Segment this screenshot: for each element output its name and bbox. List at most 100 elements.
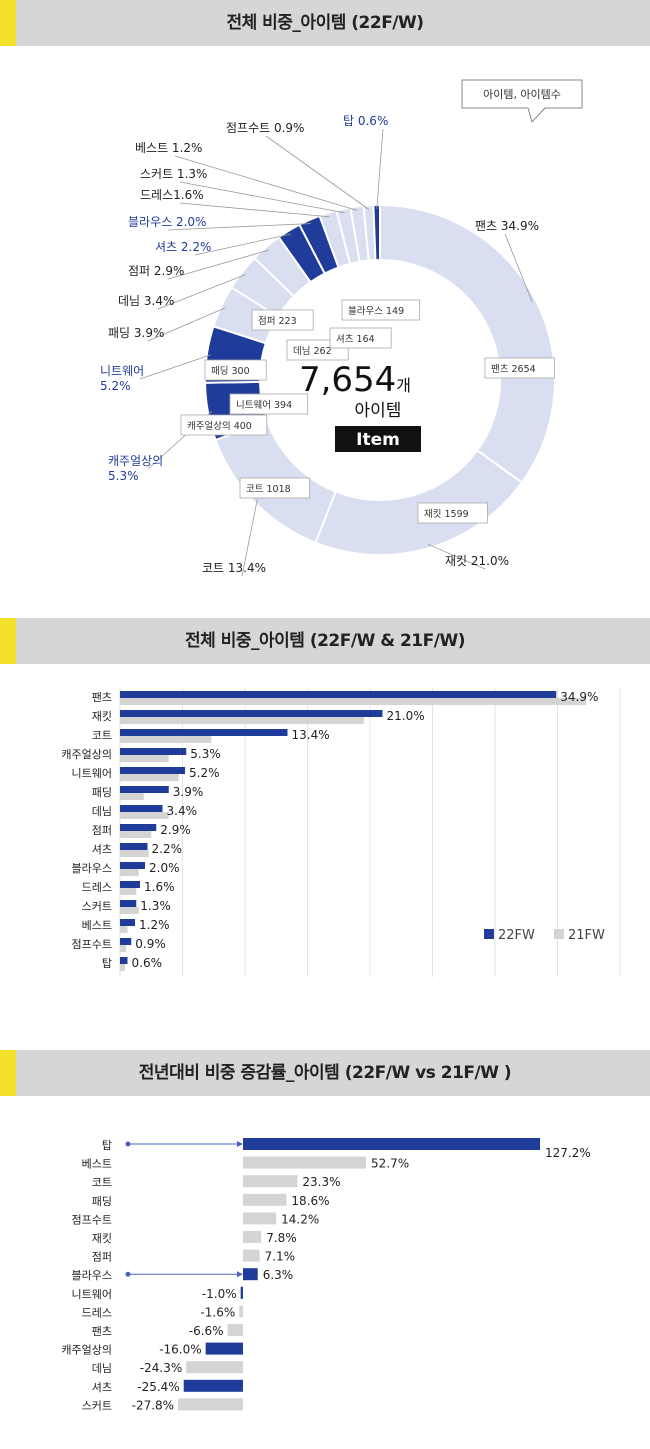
- count-box-ecbd94ed8ab8: [239, 477, 310, 499]
- value-label-ed8cacecb8a0: 34.9%: [560, 690, 598, 704]
- change-bar-ebb2a0ec8aa4ed8ab8: [243, 1156, 367, 1169]
- donut-chart: 아이템, 아이템수 팬츠 2654 재킷 1599 코트 1018 캐주얼상의 400…: [100, 79, 583, 577]
- leader-line: [167, 249, 269, 280]
- change-bar-eca090ed9484ec8898ed8ab8: [243, 1212, 277, 1225]
- value-label-eca090ed9484ec8898ed8ab8: 0.9%: [135, 937, 166, 951]
- legend-swatch-21fw: [554, 929, 564, 939]
- bar-22fw-ecba90eca3bcec96bcec8381ec9d98: [120, 748, 187, 755]
- bar-21fw-ebb2a0ec8aa4ed8ab8: [120, 926, 128, 933]
- leader-line: [157, 274, 246, 310]
- bar-22fw-ecbd94ed8ab8: [120, 729, 288, 736]
- value-label-eca090ed8dbc: 2.9%: [160, 823, 191, 837]
- header-accent: [0, 1050, 16, 1096]
- category-label: 코트: [92, 729, 112, 742]
- change-bar-eb939ceba088ec8aa4: [239, 1305, 243, 1318]
- value-label-eb939ceba088ec8aa4: 1.6%: [144, 880, 175, 894]
- bar-22fw-ebb2a0ec8aa4ed8ab8: [120, 919, 135, 926]
- bar-22fw-ed8cacecb8a0: [120, 691, 557, 698]
- category-label: 탑: [102, 1139, 112, 1152]
- leader-line: [139, 354, 211, 380]
- total-unit: 개: [396, 376, 411, 395]
- count-label-ed8ca8eb94a9: 패딩 300: [211, 366, 250, 377]
- slice-pct-label-eb8db0eb8b98: 데님 3.4%: [118, 294, 174, 308]
- slice-pct-label-ed8391: 탑 0.6%: [343, 114, 388, 128]
- change-bar-ebb894eb9dbcec9ab0ec8aa4: [243, 1268, 258, 1281]
- category-label: 스커트: [82, 1399, 112, 1412]
- category-label: 점프수트: [72, 1213, 112, 1226]
- value-label-ecba90eca3bcec96bcec8381ec9d98: 5.3%: [190, 747, 221, 761]
- value-label-eb8db0eb8b98: 3.4%: [167, 804, 198, 818]
- slice-pct-label-ec8594ecb8a0: 셔츠 2.2%: [155, 240, 211, 254]
- change-value-eca090ed9484ec8898ed8ab8: 14.2%: [281, 1212, 319, 1226]
- pointer-dot: [125, 1141, 131, 1147]
- bar-22fw-eb8db0eb8b98: [120, 805, 163, 812]
- slice-pct-label-ebb2a0ec8aa4ed8ab8: 베스트 1.2%: [135, 141, 202, 155]
- bar-22fw-ed8ca8eb94a9: [120, 786, 169, 793]
- leader-line: [241, 499, 258, 577]
- bar-21fw-ecba90eca3bcec96bcec8381ec9d98: [120, 755, 169, 762]
- legend-label-21fw: 21FW: [568, 928, 605, 943]
- bar-22fw-ebb894eb9dbcec9ab0ec8aa4: [120, 862, 145, 869]
- value-label-ec8594ecb8a0: 2.2%: [152, 842, 183, 856]
- category-label: 점프수트: [72, 938, 112, 951]
- pointer-arrowhead: [237, 1141, 243, 1147]
- slice-pct-label-ec9eaced82b7: 재킷 21.0%: [445, 554, 509, 568]
- change-value-ec8aa4ecbba4ed8ab8: -27.8%: [132, 1398, 174, 1412]
- count-box-ed8ca8eb94a9: [204, 359, 267, 381]
- count-label-eb8b88ed8ab8ec9ba8ec96b4: 니트웨어 394: [236, 399, 292, 411]
- category-label: 데님: [92, 805, 112, 818]
- category-label: 블라우스: [72, 862, 112, 875]
- leader-line: [167, 223, 311, 231]
- bar-22fw-eca090ed9484ec8898ed8ab8: [120, 938, 132, 945]
- category-label: 팬츠: [92, 691, 112, 704]
- category-label: 셔츠: [92, 843, 112, 856]
- section-title-change: 전년대비 비중 증감률_아이템 (22F/W vs 21F/W ): [138, 1063, 512, 1083]
- leader-line: [427, 543, 486, 570]
- change-value-eb8db0eb8b98: -24.3%: [140, 1361, 182, 1375]
- category-label: 니트웨어: [72, 767, 112, 780]
- count-box-eb8b88ed8ab8ec9ba8ec96b4: [229, 393, 308, 415]
- bar-21fw-eb939ceba088ec8aa4: [120, 888, 137, 895]
- slice-pct-label-eca090ed8dbc: 점퍼 2.9%: [128, 264, 184, 278]
- count-label-ed8cacecb8a0: 팬츠 2654: [491, 364, 536, 375]
- category-label: 데님: [92, 1362, 112, 1375]
- count-label-ec8594ecb8a0: 셔츠 164: [336, 334, 375, 345]
- change-value-eca090ed8dbc: 7.1%: [265, 1250, 296, 1264]
- donut-slice-ed8cacecb8a0: [379, 203, 556, 484]
- change-value-ed8391: 127.2%: [545, 1146, 591, 1160]
- count-box-ec8594ecb8a0: [329, 327, 392, 349]
- change-value-ed8cacecb8a0: -6.6%: [189, 1324, 224, 1338]
- value-label-ec9eaced82b7: 21.0%: [387, 709, 425, 723]
- bar-21fw-ed8cacecb8a0: [120, 698, 587, 705]
- change-bar-eb8db0eb8b98: [186, 1361, 243, 1374]
- category-label: 드레스: [82, 881, 112, 894]
- category-label: 재킷: [92, 1232, 112, 1245]
- category-label: 점퍼: [92, 1251, 112, 1264]
- bar-22fw-eca090ed8dbc: [120, 824, 157, 831]
- value-label-ecbd94ed8ab8: 13.4%: [292, 728, 330, 742]
- count-box-ecba90eca3bcec96bcec8381ec9d98: [180, 414, 268, 436]
- value-label-ec8aa4ecbba4ed8ab8: 1.3%: [140, 899, 171, 913]
- leader-line: [179, 202, 330, 218]
- category-label: 점퍼: [92, 824, 112, 837]
- category-label: 캐주얼상의: [61, 747, 112, 761]
- category-label: 재킷: [92, 710, 112, 723]
- section-title-compare: 전체 비중_아이템 (22F/W & 21F/W): [185, 631, 465, 651]
- callout-bubble: [461, 79, 583, 123]
- bar-21fw-ec8aa4ecbba4ed8ab8: [120, 907, 139, 914]
- change-value-eb939ceba088ec8aa4: -1.6%: [200, 1305, 235, 1319]
- total-badge-bg: [335, 426, 421, 452]
- leader-line: [504, 233, 533, 303]
- value-label-ebb2a0ec8aa4ed8ab8: 1.2%: [139, 918, 170, 932]
- category-label: 스커트: [82, 900, 112, 913]
- value-label-ed8391: 0.6%: [132, 956, 163, 970]
- value-label-eb8b88ed8ab8ec9ba8ec96b4: 5.2%: [189, 766, 220, 780]
- category-label: 니트웨어: [72, 1288, 112, 1301]
- slice-pct-label-ed8cacecb8a0: 팬츠 34.9%: [475, 219, 539, 233]
- change-rate-bar-chart: 탑베스트코트패딩점프수트재킷점퍼블라우스니트웨어드레스팬츠캐주얼상의데님셔츠스커…: [61, 1138, 591, 1412]
- slice-pct-label-eca090ed9484ec8898ed8ab8: 점프수트 0.9%: [226, 121, 304, 135]
- change-bar-eca090ed8dbc: [243, 1249, 260, 1262]
- change-bar-ec8594ecb8a0: [183, 1379, 243, 1392]
- legend-swatch-22fw: [484, 929, 494, 939]
- section-title-donut: 전체 비중_아이템 (22F/W): [226, 13, 424, 33]
